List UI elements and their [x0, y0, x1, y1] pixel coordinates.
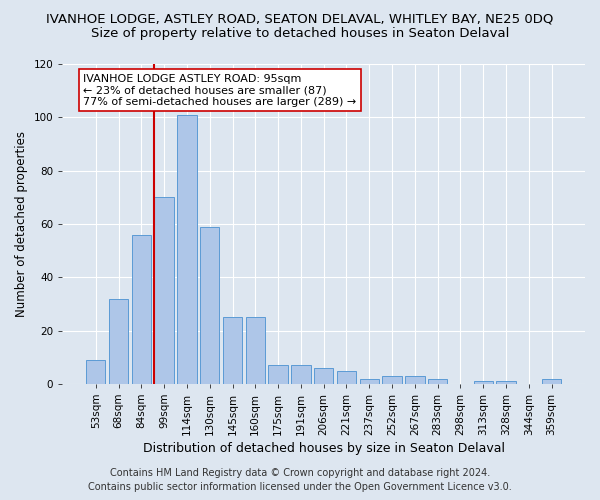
Bar	[86, 360, 106, 384]
Bar	[109, 298, 128, 384]
Text: IVANHOE LODGE, ASTLEY ROAD, SEATON DELAVAL, WHITLEY BAY, NE25 0DQ: IVANHOE LODGE, ASTLEY ROAD, SEATON DELAV…	[46, 12, 554, 26]
Bar	[268, 365, 288, 384]
Bar	[473, 381, 493, 384]
Bar	[382, 376, 402, 384]
Bar	[337, 370, 356, 384]
Bar	[245, 318, 265, 384]
Y-axis label: Number of detached properties: Number of detached properties	[15, 131, 28, 317]
Bar	[314, 368, 334, 384]
Bar	[496, 381, 515, 384]
Text: IVANHOE LODGE ASTLEY ROAD: 95sqm
← 23% of detached houses are smaller (87)
77% o: IVANHOE LODGE ASTLEY ROAD: 95sqm ← 23% o…	[83, 74, 356, 107]
Text: Contains HM Land Registry data © Crown copyright and database right 2024.
Contai: Contains HM Land Registry data © Crown c…	[88, 468, 512, 492]
Bar	[291, 365, 311, 384]
Bar	[177, 114, 197, 384]
Bar	[131, 234, 151, 384]
Bar	[359, 378, 379, 384]
Bar	[200, 226, 220, 384]
Bar	[405, 376, 425, 384]
X-axis label: Distribution of detached houses by size in Seaton Delaval: Distribution of detached houses by size …	[143, 442, 505, 455]
Bar	[154, 198, 174, 384]
Bar	[542, 378, 561, 384]
Bar	[223, 318, 242, 384]
Bar	[428, 378, 447, 384]
Text: Size of property relative to detached houses in Seaton Delaval: Size of property relative to detached ho…	[91, 28, 509, 40]
